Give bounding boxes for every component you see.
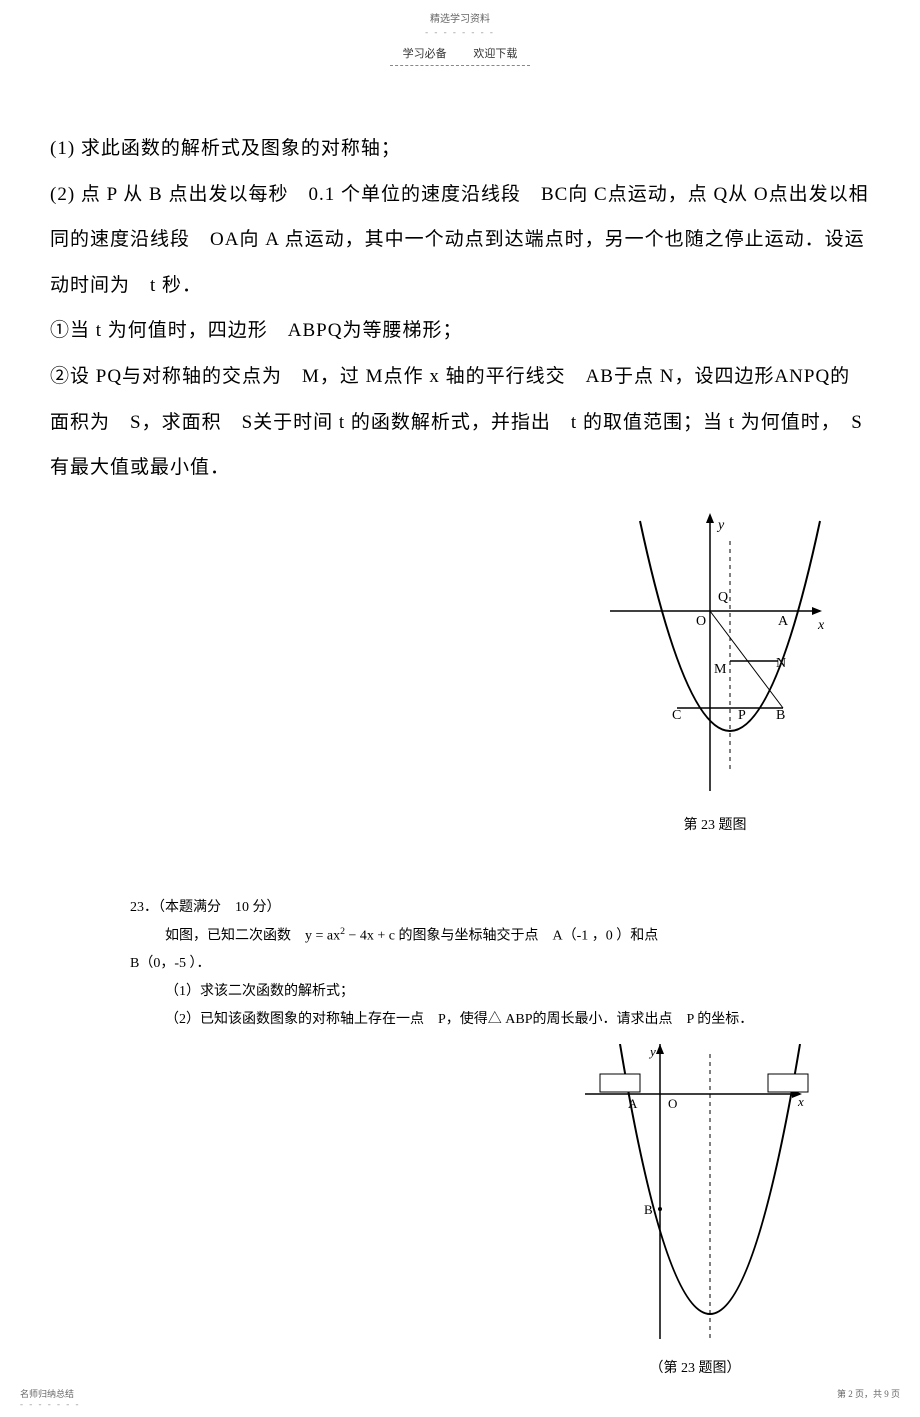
svg-text:B: B [644, 1202, 653, 1217]
main-content: (1) 求此函数的解析式及图象的对称轴； (2) 点 P 从 B 点出发以每秒 … [50, 126, 870, 491]
svg-text:B: B [776, 708, 785, 723]
svg-text:x: x [817, 618, 825, 633]
question-23: 23．（本题满分 10 分） 如图，已知二次函数 y = ax2 − 4x + … [130, 894, 860, 1035]
figure-1-caption: 第 23 题图 [600, 814, 830, 834]
svg-text:O: O [668, 1096, 677, 1111]
header-mid: 学习必备 欢迎下载 [390, 45, 530, 66]
q23-line2: B（0，-5 ）． [130, 950, 860, 978]
svg-text:C: C [672, 708, 681, 723]
svg-text:A: A [778, 614, 789, 629]
header-right: 欢迎下载 [473, 48, 517, 60]
q23-line3: （1）求该二次函数的解析式； [130, 978, 860, 1006]
q23-title: 23．（本题满分 10 分） [130, 894, 860, 922]
figure-2-svg: y x A O B [580, 1044, 810, 1344]
svg-text:M: M [714, 662, 727, 677]
svg-text:y: y [648, 1044, 656, 1059]
footer-right: 第 2 页，共 9 页 [837, 1387, 900, 1400]
problem-part-1: (1) 求此函数的解析式及图象的对称轴； [50, 126, 870, 172]
figure-2-caption: （第 23 题图） [580, 1357, 810, 1377]
figure-2-block: y x A O B （第 23 题图） [50, 1044, 810, 1377]
figure-1-block: y x O A Q M N C P B 第 23 题图 [50, 511, 830, 834]
problem-sub-1: ①当 t 为何值时，四边形 ABPQ为等腰梯形； [50, 308, 870, 354]
q23-line4: （2）已知该函数图象的对称轴上存在一点 P，使得△ ABP的周长最小．请求出点 … [130, 1006, 860, 1034]
svg-text:y: y [716, 518, 725, 533]
header-top: 精选学习资料 [50, 10, 870, 25]
svg-text:Q: Q [718, 590, 728, 605]
header-dash: - - - - - - - - [50, 27, 870, 37]
svg-text:x: x [797, 1094, 804, 1109]
svg-text:A: A [628, 1096, 638, 1111]
footer-dash: - - - - - - - [20, 1399, 80, 1409]
problem-part-2: (2) 点 P 从 B 点出发以每秒 0.1 个单位的速度沿线段 BC向 C点运… [50, 172, 870, 309]
q23-line1a: 如图，已知二次函数 y = ax [165, 928, 340, 943]
svg-text:N: N [776, 656, 786, 671]
header-left: 学习必备 [403, 48, 447, 60]
q23-line1b: − 4x + c 的图象与坐标轴交于点 A（-1 ，0 ）和点 [345, 928, 658, 943]
svg-text:P: P [738, 708, 746, 723]
figure-1-svg: y x O A Q M N C P B [600, 511, 830, 801]
q23-line1: 如图，已知二次函数 y = ax2 − 4x + c 的图象与坐标轴交于点 A（… [130, 922, 860, 951]
problem-sub-2: ②设 PQ与对称轴的交点为 M，过 M点作 x 轴的平行线交 AB于点 N，设四… [50, 354, 870, 491]
svg-text:O: O [696, 614, 706, 629]
